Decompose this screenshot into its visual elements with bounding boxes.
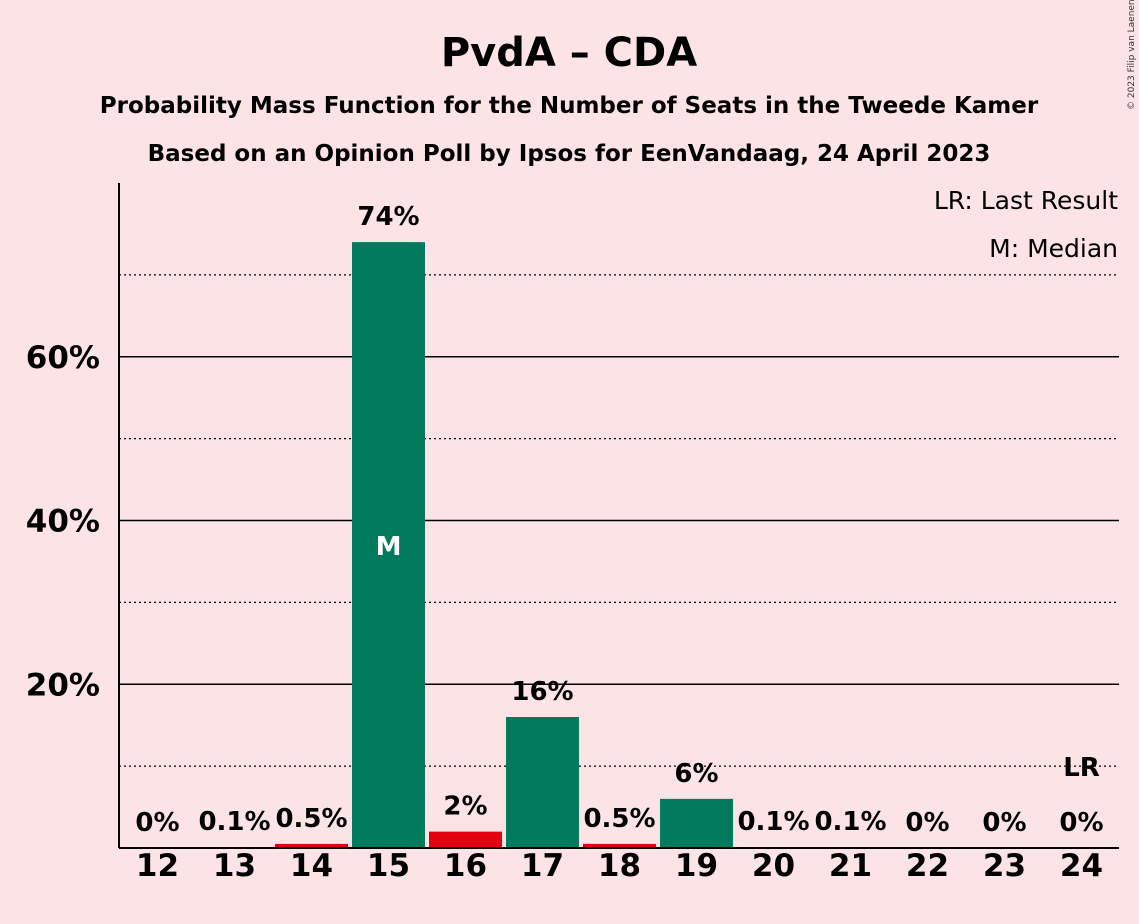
x-tick-label: 12 xyxy=(136,848,179,884)
legend-median: M: Median xyxy=(989,234,1118,263)
x-tick-label: 13 xyxy=(213,848,256,884)
chart-title: PvdA – CDA xyxy=(441,30,697,76)
y-tick-label: 60% xyxy=(26,340,100,376)
x-tick-label: 20 xyxy=(752,848,795,884)
x-tick-label: 15 xyxy=(367,848,410,884)
bar-value-label: 0.5% xyxy=(275,804,347,834)
x-tick-label: 23 xyxy=(983,848,1026,884)
x-tick-label: 22 xyxy=(906,848,949,884)
value-labels: 0% 0.1% 0.5%74%2%16%0.5%6%0.1% 0.1% 0% 0% 0% xyxy=(135,202,1103,838)
legend-last-result: LR: Last Result xyxy=(934,186,1118,215)
last-result-marker: LR xyxy=(1063,753,1100,783)
bar-value-label: 2% xyxy=(443,792,487,822)
x-tick-label: 17 xyxy=(521,848,564,884)
y-axis-ticks: 20% 40% 60% xyxy=(26,340,100,704)
bar xyxy=(352,242,425,848)
x-axis-ticks: 12 13 14 15 16 17 18 19 20 21 22 23 24 xyxy=(136,848,1103,884)
x-tick-label: 16 xyxy=(444,848,487,884)
gridlines xyxy=(119,274,1119,767)
x-tick-label: 24 xyxy=(1060,848,1103,884)
chart-subtitle-1: Probability Mass Function for the Number… xyxy=(100,93,1039,119)
y-tick-label: 20% xyxy=(26,667,100,703)
bar-value-label: 74% xyxy=(357,202,419,232)
bar-value-label: 0% xyxy=(905,808,949,838)
median-marker: M xyxy=(376,532,402,562)
x-tick-label: 19 xyxy=(675,848,718,884)
bar-value-label: 0% xyxy=(1059,808,1103,838)
bar-value-label: 0% xyxy=(982,808,1026,838)
bar xyxy=(583,843,656,848)
bar-value-label: 6% xyxy=(674,759,718,789)
bar-value-label: 0.1% xyxy=(198,807,270,837)
x-tick-label: 21 xyxy=(829,848,872,884)
bar-value-label: 0.1% xyxy=(814,807,886,837)
bar xyxy=(275,843,348,848)
bars xyxy=(198,242,887,848)
x-tick-label: 14 xyxy=(290,848,333,884)
bar-value-label: 0% xyxy=(135,808,179,838)
y-tick-label: 40% xyxy=(26,504,100,540)
bar-value-label: 0.1% xyxy=(737,807,809,837)
bar-value-label: 0.5% xyxy=(583,804,655,834)
chart-subtitle-2: Based on an Opinion Poll by Ipsos for Ee… xyxy=(148,141,991,167)
x-tick-label: 18 xyxy=(598,848,641,884)
bar xyxy=(429,831,502,848)
copyright-note: © 2023 Filip van Laenen xyxy=(1127,0,1137,110)
markers: M LR xyxy=(376,532,1100,783)
bar xyxy=(660,798,733,848)
bar xyxy=(506,717,579,848)
bar-value-label: 16% xyxy=(511,677,573,707)
